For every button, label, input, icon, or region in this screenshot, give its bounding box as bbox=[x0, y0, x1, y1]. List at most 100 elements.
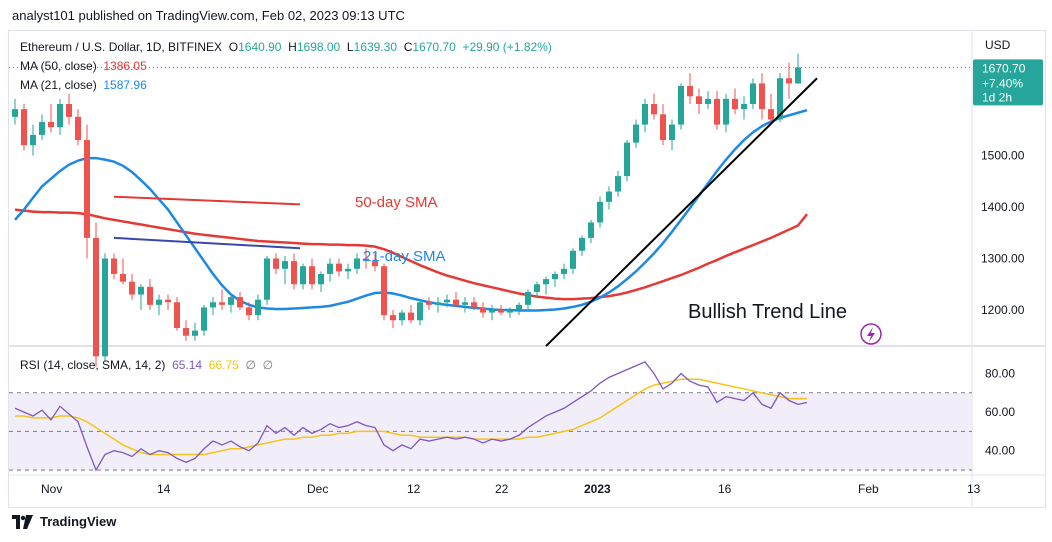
time-tick-label: 12 bbox=[407, 482, 421, 496]
candle-body bbox=[588, 222, 594, 238]
ma21-label: MA (21, close) bbox=[20, 78, 97, 92]
candle-body bbox=[417, 302, 423, 321]
open-value: 1640.90 bbox=[238, 40, 282, 54]
time-tick-label: 22 bbox=[495, 482, 509, 496]
candle-body bbox=[318, 273, 324, 285]
candle-body bbox=[642, 104, 648, 125]
candle-body bbox=[768, 109, 774, 120]
candle-body bbox=[165, 299, 171, 303]
rsi-info: RSI (14, close, SMA, 14, 2) 65.14 66.75 … bbox=[20, 358, 273, 372]
candle-body bbox=[255, 299, 261, 316]
candle-body bbox=[345, 268, 351, 272]
rsi-sma-value: 66.75 bbox=[208, 358, 239, 372]
candle-body bbox=[138, 286, 144, 295]
candle-body bbox=[525, 291, 531, 305]
price-tick-label: 1400.00 bbox=[981, 200, 1025, 214]
candle-body bbox=[201, 307, 207, 331]
candle-body bbox=[570, 250, 576, 269]
open-label: O bbox=[228, 40, 239, 54]
candle-body bbox=[660, 114, 666, 141]
candle-body bbox=[300, 266, 306, 285]
last-price-label: 1670.70 bbox=[982, 61, 1026, 75]
candle-body bbox=[597, 201, 603, 223]
candle-body bbox=[282, 261, 288, 269]
ma50-line bbox=[14, 208, 808, 301]
candle-body bbox=[516, 304, 522, 310]
candle-body bbox=[129, 281, 135, 295]
candle-body bbox=[408, 312, 414, 321]
price-tick-label: 1500.00 bbox=[981, 149, 1025, 163]
time-tick-label: Nov bbox=[41, 482, 62, 496]
rsi-line bbox=[14, 361, 808, 472]
close-label: C bbox=[403, 40, 413, 54]
rsi-extra: ∅ ∅ bbox=[245, 358, 274, 372]
candle-body bbox=[399, 312, 405, 321]
tradingview-brand: TradingView bbox=[40, 514, 117, 529]
rsi-value: 65.14 bbox=[172, 358, 203, 372]
candle-body bbox=[795, 67, 801, 84]
candle-body bbox=[363, 258, 369, 262]
candle-body bbox=[210, 302, 216, 308]
tradingview-footer[interactable]: TradingView bbox=[12, 514, 116, 529]
candle-body bbox=[336, 263, 342, 272]
candle-body bbox=[66, 104, 72, 117]
candle-body bbox=[606, 191, 612, 202]
candle-body bbox=[705, 98, 711, 104]
candle-body bbox=[237, 297, 243, 308]
last-price-badge bbox=[973, 59, 1043, 106]
time-tick-label: Dec bbox=[307, 482, 328, 496]
candle-body bbox=[480, 307, 486, 313]
candle-body bbox=[471, 302, 477, 308]
candle-body bbox=[84, 140, 90, 238]
candle-body bbox=[435, 302, 441, 305]
publish-header: analyst101 published on TradingView.com,… bbox=[12, 8, 405, 23]
candle-body bbox=[786, 78, 792, 84]
candle-body bbox=[12, 109, 18, 117]
candle-body bbox=[543, 279, 549, 285]
candle-body bbox=[741, 104, 747, 110]
candle-body bbox=[39, 122, 45, 135]
sma50-reference-line bbox=[113, 195, 301, 206]
candle-body bbox=[264, 258, 270, 300]
rsi-tick-label: 80.00 bbox=[985, 367, 1015, 381]
sma50-annotation: 50-day SMA bbox=[355, 194, 438, 211]
candle-body bbox=[678, 85, 684, 125]
low-value: 1639.30 bbox=[353, 40, 397, 54]
candle-body bbox=[48, 122, 54, 128]
chart-frame: 50-day SMA 21-day SMA Bullish Trend Line US… bbox=[8, 30, 1046, 508]
candle-body bbox=[21, 109, 27, 146]
price-tick-label: 1300.00 bbox=[981, 252, 1025, 266]
candle-body bbox=[723, 98, 729, 125]
candle-body bbox=[291, 261, 297, 285]
lightning-bolt bbox=[867, 327, 875, 342]
candle-body bbox=[777, 78, 783, 120]
candle-body bbox=[381, 266, 387, 316]
chart-svg: 50-day SMA 21-day SMA Bullish Trend Line US… bbox=[9, 31, 1045, 507]
candle-body bbox=[561, 268, 567, 274]
candle-body bbox=[489, 310, 495, 313]
candle-body bbox=[228, 297, 234, 305]
low-label: L bbox=[346, 40, 354, 54]
bullish-trend-line bbox=[545, 77, 818, 347]
candle-body bbox=[633, 124, 639, 143]
candle-body bbox=[624, 142, 630, 177]
candle-body bbox=[57, 104, 63, 128]
change-value: +29.90 (+1.82%) bbox=[462, 40, 552, 54]
sma21-annotation: 21-day SMA bbox=[363, 248, 446, 265]
candle-body bbox=[102, 258, 108, 357]
candle-body bbox=[552, 273, 558, 280]
time-tick-label: 14 bbox=[157, 482, 171, 496]
price-tick-label: 1200.00 bbox=[981, 303, 1025, 317]
candle-body bbox=[453, 299, 459, 305]
candle-body bbox=[696, 96, 702, 104]
candle-body bbox=[309, 266, 315, 285]
high-label: H bbox=[288, 40, 297, 54]
candle-body bbox=[390, 315, 396, 321]
symbol-title: Ethereum / U.S. Dollar, 1D, BITFINEX bbox=[20, 40, 223, 54]
lightning-icon bbox=[860, 323, 882, 345]
candle-body bbox=[372, 261, 378, 267]
candle-body bbox=[759, 83, 765, 110]
candle-body bbox=[354, 258, 360, 269]
high-value: 1698.00 bbox=[296, 40, 341, 54]
candle-body bbox=[651, 104, 657, 115]
